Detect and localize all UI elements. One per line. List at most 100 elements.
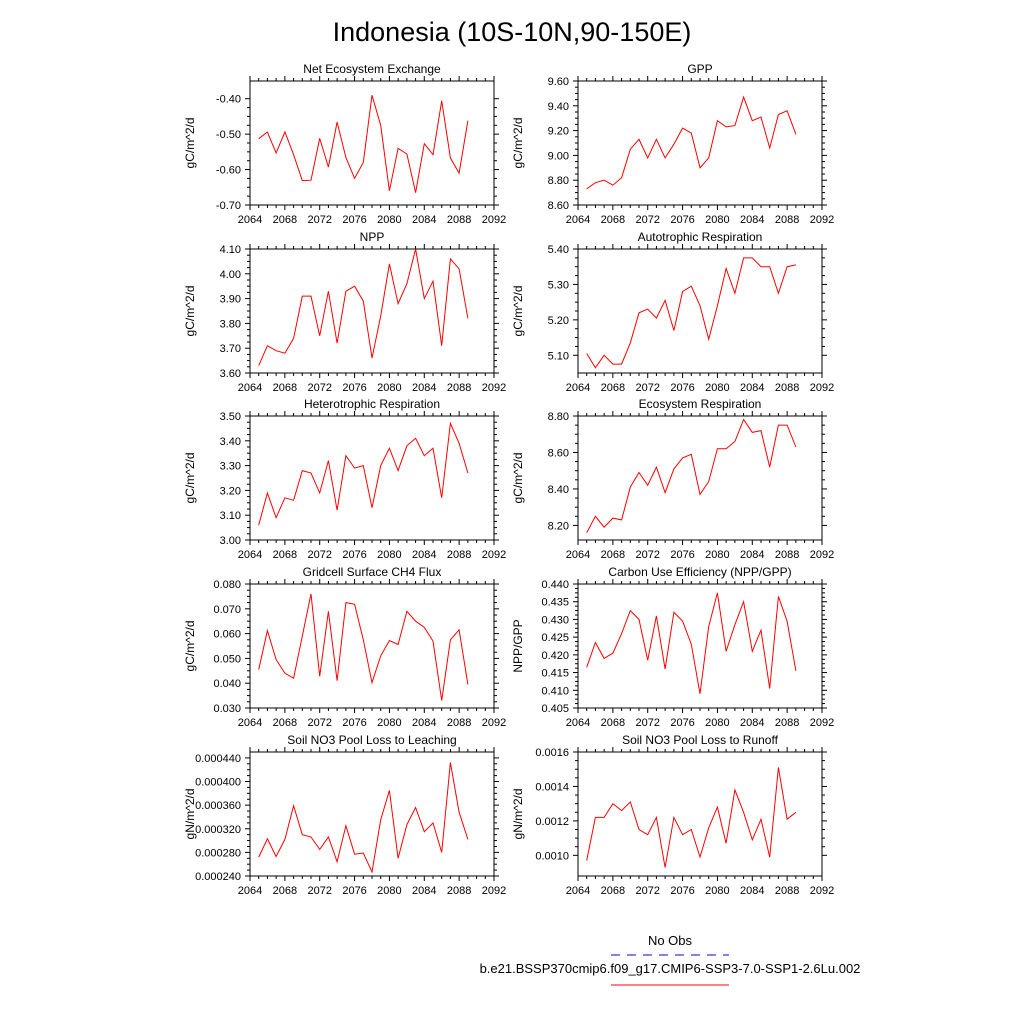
series-line bbox=[258, 593, 469, 701]
x-tick-label: 2080 bbox=[377, 382, 401, 394]
x-tick-label: 2088 bbox=[447, 885, 471, 897]
y-tick-label: 3.30 bbox=[220, 461, 241, 473]
y-tick-label: 0.050 bbox=[213, 653, 241, 665]
x-tick-label: 2064 bbox=[238, 885, 262, 897]
x-tick-label: 2084 bbox=[412, 214, 436, 226]
x-tick-label: 2068 bbox=[273, 549, 297, 561]
y-tick-label: 5.20 bbox=[548, 315, 569, 327]
y-tick-label: 0.0016 bbox=[535, 747, 569, 759]
y-axis-label: gC/m^2/d bbox=[511, 118, 525, 169]
y-tick-label: 3.40 bbox=[220, 436, 241, 448]
panel-title: Gridcell Surface CH4 Flux bbox=[303, 565, 442, 579]
x-tick-label: 2068 bbox=[601, 549, 625, 561]
panel-title: Carbon Use Efficiency (NPP/GPP) bbox=[608, 565, 791, 579]
x-tick-label: 2080 bbox=[705, 885, 729, 897]
chart-panel-5: Ecosystem Respiration 8.20 8.40 8.60 8.80 206… bbox=[511, 397, 834, 561]
y-tick-label: 0.000240 bbox=[195, 871, 241, 883]
x-tick-label: 2072 bbox=[635, 885, 659, 897]
y-tick-label: 0.430 bbox=[541, 614, 569, 626]
x-tick-label: 2092 bbox=[482, 214, 506, 226]
y-axis-label: gC/m^2/d bbox=[183, 118, 197, 169]
series-line bbox=[586, 95, 797, 190]
y-axis-label: gN/m^2/d bbox=[511, 789, 525, 840]
y-tick-label: 0.405 bbox=[541, 703, 569, 715]
y-tick-label: 0.070 bbox=[213, 604, 241, 616]
x-tick-label: 2080 bbox=[377, 549, 401, 561]
x-tick-label: 2076 bbox=[342, 717, 366, 729]
x-tick-label: 2068 bbox=[601, 382, 625, 394]
x-tick-label: 2072 bbox=[307, 717, 331, 729]
x-tick-label: 2080 bbox=[705, 717, 729, 729]
panel-title: Net Ecosystem Exchange bbox=[303, 62, 441, 76]
x-tick-label: 2076 bbox=[342, 549, 366, 561]
x-tick-label: 2064 bbox=[566, 885, 590, 897]
series-line bbox=[258, 762, 469, 874]
panel-title: Ecosystem Respiration bbox=[639, 397, 762, 411]
x-tick-label: 2084 bbox=[740, 382, 764, 394]
x-tick-label: 2088 bbox=[775, 885, 799, 897]
x-tick-label: 2084 bbox=[740, 885, 764, 897]
x-tick-label: 2076 bbox=[670, 549, 694, 561]
x-tick-label: 2092 bbox=[482, 885, 506, 897]
panel-title: Soil NO3 Pool Loss to Leaching bbox=[287, 733, 456, 747]
y-tick-label: 3.50 bbox=[220, 411, 241, 423]
x-tick-label: 2080 bbox=[705, 214, 729, 226]
x-tick-label: 2092 bbox=[810, 885, 834, 897]
y-tick-label: 8.60 bbox=[548, 200, 569, 212]
x-tick-label: 2092 bbox=[482, 549, 506, 561]
chart-panel-3: Autotrophic Respiration 5.10 5.20 5.30 5.40 2… bbox=[511, 230, 834, 394]
y-axis-label: gN/m^2/d bbox=[183, 789, 197, 840]
y-tick-label: 0.060 bbox=[213, 629, 241, 641]
x-tick-label: 2088 bbox=[775, 382, 799, 394]
x-tick-label: 2084 bbox=[412, 382, 436, 394]
x-tick-label: 2072 bbox=[635, 717, 659, 729]
chart-panel-2: NPP 3.60 3.70 3.80 3.90 4.00 4.10 2064 2068 2072 2… bbox=[183, 230, 506, 394]
chart-panel-9: Soil NO3 Pool Loss to Runoff 0.0010 0.0012… bbox=[511, 733, 834, 897]
x-tick-label: 2088 bbox=[447, 382, 471, 394]
x-tick-label: 2092 bbox=[810, 549, 834, 561]
y-axis-label: gC/m^2/d bbox=[183, 286, 197, 337]
y-tick-label: 5.40 bbox=[548, 244, 569, 256]
x-tick-label: 2072 bbox=[635, 214, 659, 226]
x-tick-label: 2064 bbox=[566, 382, 590, 394]
panel-title: Soil NO3 Pool Loss to Runoff bbox=[622, 733, 779, 747]
y-tick-label: 0.000360 bbox=[195, 800, 241, 812]
y-tick-label: 9.20 bbox=[548, 126, 569, 138]
plot-frame bbox=[577, 415, 823, 541]
x-tick-label: 2072 bbox=[307, 885, 331, 897]
y-tick-label: 0.000320 bbox=[195, 824, 241, 836]
y-tick-label: 0.030 bbox=[213, 703, 241, 715]
plot-frame bbox=[577, 248, 823, 374]
y-tick-label: -0.50 bbox=[216, 129, 241, 141]
x-tick-label: 2072 bbox=[635, 382, 659, 394]
x-tick-label: 2068 bbox=[601, 717, 625, 729]
x-tick-label: 2064 bbox=[566, 549, 590, 561]
panels-group: Net Ecosystem Exchange -0.70 -0.60 -0.50 -0.… bbox=[183, 62, 834, 897]
plot-frame bbox=[249, 583, 495, 709]
series-line bbox=[258, 421, 469, 526]
x-tick-label: 2076 bbox=[670, 717, 694, 729]
x-tick-label: 2076 bbox=[342, 885, 366, 897]
x-tick-label: 2072 bbox=[307, 549, 331, 561]
y-tick-label: 8.40 bbox=[548, 484, 569, 496]
series-line bbox=[586, 592, 797, 694]
y-tick-label: 8.80 bbox=[548, 175, 569, 187]
x-tick-label: 2068 bbox=[273, 885, 297, 897]
y-tick-label: 8.80 bbox=[548, 411, 569, 423]
y-tick-label: 8.20 bbox=[548, 520, 569, 532]
y-tick-label: 3.90 bbox=[220, 294, 241, 306]
x-tick-label: 2068 bbox=[601, 214, 625, 226]
x-tick-label: 2064 bbox=[238, 549, 262, 561]
y-tick-label: 0.000280 bbox=[195, 847, 241, 859]
x-tick-label: 2092 bbox=[810, 717, 834, 729]
plot-frame bbox=[577, 583, 823, 709]
panel-title: Autotrophic Respiration bbox=[638, 230, 763, 244]
x-tick-label: 2088 bbox=[447, 214, 471, 226]
page-title: Indonesia (10S-10N,90-150E) bbox=[333, 17, 692, 47]
legend: No Obs b.e21.BSSP370cmip6.f09_g17.CMIP6-… bbox=[480, 933, 860, 986]
series-line bbox=[586, 767, 797, 868]
x-tick-label: 2084 bbox=[412, 885, 436, 897]
x-tick-label: 2064 bbox=[238, 382, 262, 394]
chart-panel-7: Carbon Use Efficiency (NPP/GPP) 0.405 0.41… bbox=[511, 565, 834, 729]
y-tick-label: 8.60 bbox=[548, 447, 569, 459]
